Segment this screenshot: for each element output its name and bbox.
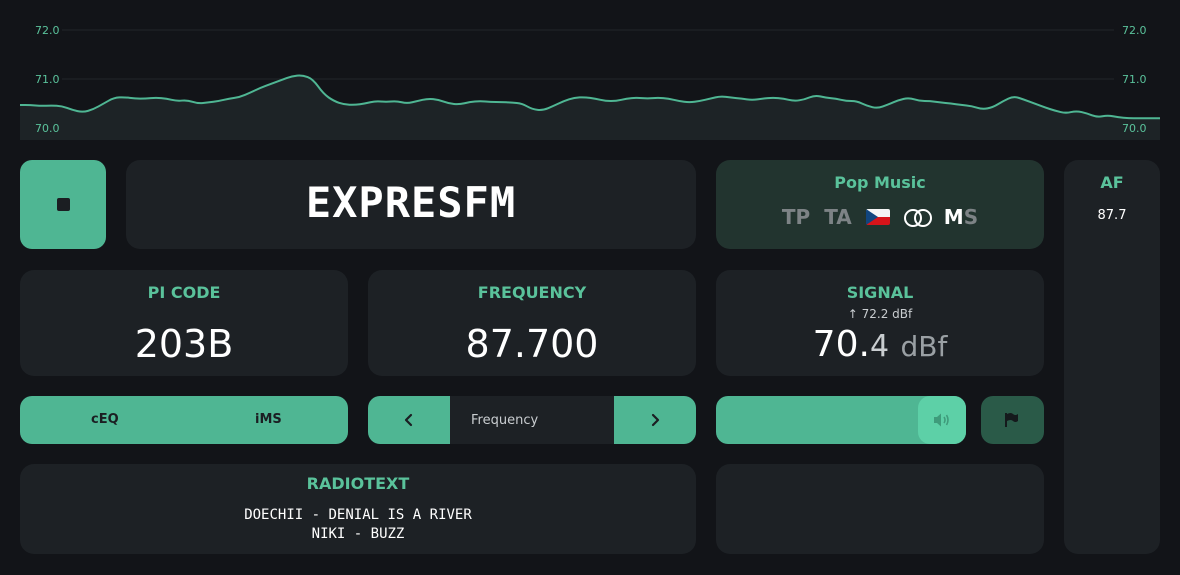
ta-flag: TA [824, 205, 852, 229]
y-axis-label-right: 72.0 [1122, 24, 1147, 37]
chevron-left-icon [404, 413, 413, 427]
czech-flag-icon [865, 209, 890, 225]
ms-flag: MS [943, 205, 979, 229]
frequency-title: FREQUENCY [477, 283, 587, 302]
pi-code-title: PI CODE [147, 283, 221, 302]
pty-panel: Pop Music TP TA MS [716, 160, 1044, 249]
radiotext-panel: RADIOTEXT DOECHII - DENIAL IS A RIVER NI… [20, 464, 696, 554]
tune-down-button[interactable] [368, 396, 450, 444]
frequency-input[interactable] [450, 396, 614, 444]
signal-panel: SIGNAL ↑ 72.2 dBf 70.4 dBf [716, 270, 1044, 376]
speaker-icon [934, 413, 949, 427]
volume-slider[interactable] [716, 396, 966, 444]
ims-button[interactable]: iMS [255, 412, 282, 427]
rds-flags: TP TA MS [716, 202, 1044, 232]
af-title: AF [1100, 173, 1124, 192]
signal-value: 70.4 dBf [812, 324, 948, 365]
station-name: EXPRESFM [305, 178, 517, 227]
af-panel: AF 87.7 [1064, 160, 1160, 554]
station-name-panel: EXPRESFM [126, 160, 696, 249]
signal-graph: 72.0 71.0 70.0 72.0 71.0 70.0 [20, 24, 1160, 140]
tuner-control [368, 396, 696, 444]
arrow-up-icon: ↑ [847, 307, 858, 321]
stereo-icon [903, 208, 932, 227]
flag-button[interactable] [981, 396, 1044, 444]
y-axis-label-left: 71.0 [35, 73, 60, 86]
af-frequency[interactable]: 87.7 [1097, 208, 1127, 223]
ceq-button[interactable]: cEQ [91, 412, 119, 427]
y-axis-label-right: 71.0 [1122, 73, 1147, 86]
pi-code-value: 203B [134, 322, 234, 366]
tune-up-button[interactable] [614, 396, 696, 444]
flag-icon [1005, 413, 1018, 427]
signal-peak: ↑ 72.2 dBf [847, 307, 913, 321]
signal-title: SIGNAL [846, 283, 914, 302]
radiotext-title: RADIOTEXT [306, 474, 410, 493]
pty-genre: Pop Music [834, 173, 926, 192]
y-axis-label-left: 70.0 [35, 122, 60, 135]
radiotext-line-2: NIKI - BUZZ [311, 526, 405, 542]
stop-button[interactable] [20, 160, 106, 249]
frequency-panel: FREQUENCY 87.700 [368, 270, 696, 376]
y-axis-label-left: 72.0 [35, 24, 60, 37]
y-axis-label-right: 70.0 [1122, 122, 1147, 135]
tp-flag: TP [781, 205, 811, 229]
signal-graph-line [20, 74, 1160, 120]
empty-panel [716, 464, 1044, 554]
volume-handle[interactable] [918, 396, 966, 444]
frequency-value: 87.700 [465, 322, 599, 366]
radiotext-line-1: DOECHII - DENIAL IS A RIVER [244, 507, 472, 523]
chevron-right-icon [651, 413, 660, 427]
ceq-ims-toggle: cEQ iMS [20, 396, 348, 444]
signal-graph-area [20, 75, 1160, 140]
pi-code-panel: PI CODE 203B [20, 270, 348, 376]
stop-icon [57, 198, 70, 211]
